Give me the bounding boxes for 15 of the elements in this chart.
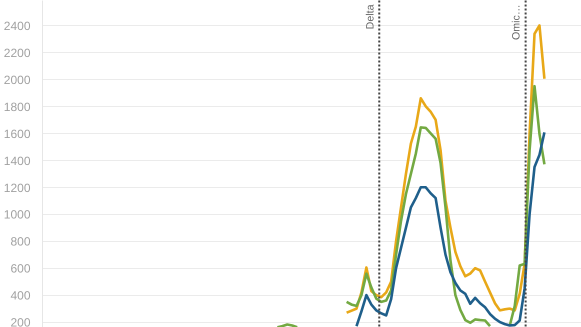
y-tick-label: 800 <box>10 234 31 249</box>
y-tick-label: 2000 <box>4 72 31 87</box>
y-tick-label: 1200 <box>4 180 31 195</box>
y-tick-label: 2400 <box>4 18 31 33</box>
y-tick-label: 1800 <box>4 100 31 114</box>
line-series <box>355 131 546 327</box>
y-tick-label: 200 <box>10 316 31 327</box>
y-tick-label: 600 <box>10 262 31 276</box>
y-tick-label: 400 <box>10 288 31 303</box>
y-tick-label: 1400 <box>4 154 31 168</box>
y-tick-label: 1600 <box>4 126 31 141</box>
annotation: Omic… <box>510 4 523 40</box>
annotation: Delta <box>364 4 376 30</box>
y-tick-label: 1000 <box>4 208 31 222</box>
y-tick-label: 2200 <box>4 46 31 60</box>
